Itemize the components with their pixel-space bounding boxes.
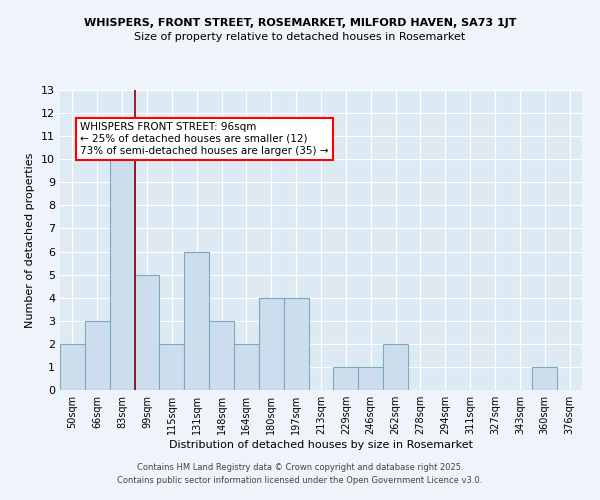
Bar — [85, 321, 110, 390]
Bar — [358, 367, 383, 390]
Text: Contains public sector information licensed under the Open Government Licence v3: Contains public sector information licen… — [118, 476, 482, 485]
Bar — [209, 321, 234, 390]
Bar — [334, 367, 358, 390]
Y-axis label: Number of detached properties: Number of detached properties — [25, 152, 35, 328]
Text: Size of property relative to detached houses in Rosemarket: Size of property relative to detached ho… — [134, 32, 466, 42]
Bar — [134, 274, 160, 390]
Bar — [532, 367, 557, 390]
Bar — [60, 344, 85, 390]
Bar — [234, 344, 259, 390]
Bar — [160, 344, 184, 390]
Text: WHISPERS, FRONT STREET, ROSEMARKET, MILFORD HAVEN, SA73 1JT: WHISPERS, FRONT STREET, ROSEMARKET, MILF… — [84, 18, 516, 28]
Bar — [184, 252, 209, 390]
X-axis label: Distribution of detached houses by size in Rosemarket: Distribution of detached houses by size … — [169, 440, 473, 450]
Text: WHISPERS FRONT STREET: 96sqm
← 25% of detached houses are smaller (12)
73% of se: WHISPERS FRONT STREET: 96sqm ← 25% of de… — [80, 122, 328, 156]
Bar — [284, 298, 308, 390]
Bar — [383, 344, 408, 390]
Bar — [110, 136, 134, 390]
Text: Contains HM Land Registry data © Crown copyright and database right 2025.: Contains HM Land Registry data © Crown c… — [137, 464, 463, 472]
Bar — [259, 298, 284, 390]
